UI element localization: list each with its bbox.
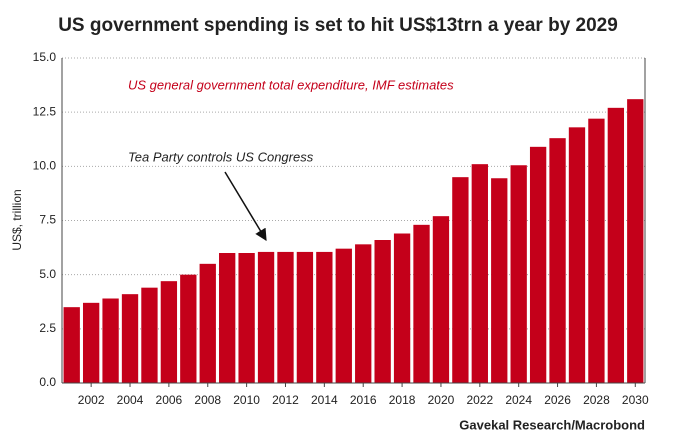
x-tick-label: 2012 (272, 393, 299, 407)
x-tick-label: 2014 (311, 393, 338, 407)
bar (63, 307, 80, 383)
source: Gavekal Research/Macrobond (459, 417, 645, 432)
annotation-arrow (224, 171, 267, 242)
x-tick-label: 2016 (350, 393, 377, 407)
bar (160, 281, 178, 383)
bar (219, 253, 236, 383)
bar (141, 287, 158, 383)
y-axis-label: US$, trillion (10, 189, 24, 250)
chart-title: US government spending is set to hit US$… (58, 15, 618, 36)
x-tick-label: 2022 (466, 393, 493, 407)
y-tick-label: 2.5 (39, 321, 56, 335)
x-tick-label: 2004 (117, 393, 144, 407)
x-tick-label: 2024 (505, 393, 532, 407)
bar (257, 251, 275, 383)
bar (510, 165, 527, 383)
y-tick-label: 12.5 (33, 104, 57, 118)
x-tick-label: 2010 (233, 393, 260, 407)
y-tick-label: 15.0 (33, 50, 57, 64)
bar (316, 251, 333, 383)
bar (82, 302, 100, 383)
bar (588, 118, 605, 384)
bar (374, 240, 391, 383)
x-tick-label: 2030 (622, 393, 649, 407)
x-tick-label: 2002 (78, 393, 105, 407)
bar (355, 244, 372, 383)
plot-area: 0.0 2.5 5.0 7.5 10.0 12.5 15.0 2002 2004 2006 2008… (33, 50, 649, 407)
bar (627, 99, 644, 384)
bar (102, 298, 119, 383)
subtitle: US general government total expenditure,… (128, 77, 454, 92)
bar (335, 248, 352, 383)
bar (607, 107, 625, 383)
bar (199, 263, 216, 383)
bar (529, 146, 547, 383)
bar (121, 294, 139, 383)
y-tick-label: 10.0 (33, 159, 57, 173)
bar (413, 224, 430, 383)
x-tick-label: 2026 (544, 393, 571, 407)
x-tick-label: 2018 (389, 393, 416, 407)
y-tick-label: 7.5 (39, 213, 56, 227)
y-tick-label: 5.0 (39, 267, 56, 281)
bar (452, 177, 469, 383)
bar (277, 251, 294, 383)
bar (471, 164, 488, 383)
bar (568, 127, 586, 383)
bar (432, 216, 450, 383)
bar (180, 274, 197, 383)
x-tick-label: 2006 (156, 393, 183, 407)
x-tick-label: 2008 (194, 393, 221, 407)
x-tick-label: 2020 (428, 393, 455, 407)
x-tick-label: 2028 (583, 393, 610, 407)
bar (549, 138, 566, 383)
y-tick-label: 0.0 (39, 375, 56, 389)
bar (491, 178, 508, 383)
bar (296, 251, 314, 383)
annotation: Tea Party controls US Congress (128, 149, 314, 164)
bar (238, 253, 255, 383)
bar (393, 233, 411, 383)
